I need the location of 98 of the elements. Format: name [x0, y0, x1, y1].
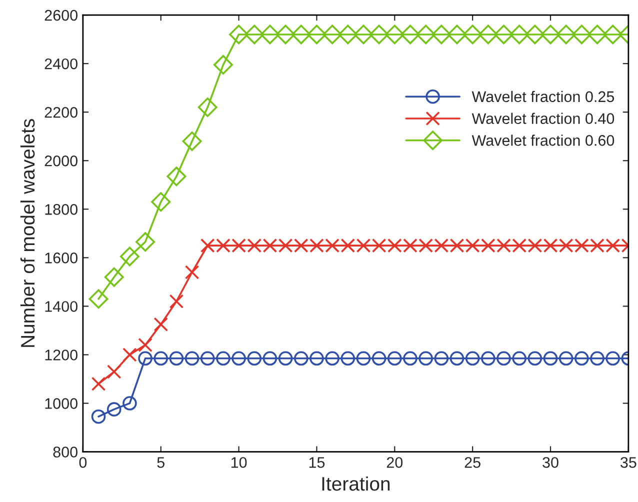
point	[138, 351, 152, 366]
point	[182, 131, 202, 151]
x-tick-label: 10	[231, 457, 247, 468]
y-tick-label: 1200	[45, 350, 78, 360]
point	[244, 24, 264, 44]
x-tick-label: 15	[309, 457, 325, 468]
point	[136, 232, 156, 252]
y-tick-label: 2600	[44, 10, 78, 21]
point	[338, 24, 358, 44]
point	[169, 294, 184, 309]
point	[496, 351, 511, 366]
point	[104, 267, 124, 287]
x-tick-label: 30	[542, 457, 558, 468]
point	[122, 348, 137, 362]
point	[450, 351, 464, 366]
point	[200, 351, 215, 366]
y-tick-label: 2000	[44, 156, 78, 166]
point	[525, 24, 545, 44]
point	[494, 24, 514, 44]
point	[278, 351, 293, 366]
point	[216, 351, 230, 366]
point	[572, 24, 592, 44]
point	[120, 246, 140, 266]
point	[232, 351, 246, 366]
point	[184, 265, 200, 280]
point	[310, 351, 324, 366]
point	[276, 24, 296, 44]
point	[556, 24, 576, 44]
point	[447, 24, 467, 44]
y-tick-label: 1000	[45, 398, 78, 409]
legend-label: Wavelet fraction 0.60	[472, 134, 614, 146]
point	[481, 351, 496, 366]
x-tick-label: 20	[386, 457, 403, 468]
point	[590, 351, 604, 366]
point	[558, 351, 574, 366]
point	[603, 24, 623, 44]
point	[340, 351, 356, 366]
y-tick-label: 1800	[45, 204, 78, 215]
point	[154, 351, 168, 366]
point	[151, 192, 171, 212]
point	[260, 24, 280, 44]
point	[294, 351, 308, 366]
x-tick-label: 35	[620, 457, 636, 468]
point	[169, 351, 184, 366]
point	[356, 351, 371, 366]
point	[247, 351, 262, 366]
point	[138, 338, 152, 352]
point	[106, 364, 122, 379]
y-tick-label: 800	[53, 446, 78, 458]
point	[434, 351, 449, 366]
point	[540, 24, 560, 44]
point	[403, 351, 418, 366]
point	[528, 351, 542, 366]
point	[588, 24, 608, 44]
point	[306, 24, 326, 44]
point	[354, 24, 374, 44]
point	[478, 24, 498, 44]
point	[384, 24, 404, 44]
point	[512, 351, 526, 366]
y-tick-label: 1600	[45, 252, 78, 264]
point	[418, 351, 433, 366]
point	[198, 98, 218, 118]
point	[106, 402, 122, 416]
point	[91, 409, 106, 424]
point	[543, 351, 558, 366]
point	[122, 396, 137, 410]
point	[462, 24, 482, 44]
point	[91, 376, 106, 392]
point	[213, 55, 233, 75]
x-tick-label: 5	[157, 457, 164, 468]
point	[154, 317, 168, 332]
point	[322, 24, 342, 44]
point	[262, 351, 278, 366]
point	[416, 24, 436, 44]
point	[510, 24, 530, 44]
point	[372, 351, 386, 366]
point	[88, 289, 108, 309]
y-tick-label: 2200	[44, 106, 78, 118]
point	[369, 24, 389, 44]
point	[387, 351, 402, 366]
point	[606, 351, 620, 366]
point	[400, 24, 420, 44]
legend-label: Wavelet fraction 0.40	[472, 112, 614, 124]
x-tick-label: 0	[79, 457, 87, 468]
y-axis-title: Number of model wavelets	[20, 119, 35, 347]
point	[166, 166, 186, 186]
y-tick-label: 1400	[45, 301, 78, 312]
point	[574, 351, 589, 366]
x-axis-title: Iteration	[322, 476, 390, 491]
point	[325, 351, 340, 366]
point	[184, 351, 200, 366]
point	[291, 24, 311, 44]
y-tick-label: 2400	[44, 58, 78, 70]
point	[465, 351, 480, 366]
point	[432, 24, 452, 44]
point	[229, 24, 249, 44]
x-tick-label: 25	[464, 457, 480, 468]
legend-label: Wavelet fraction 0.25	[472, 90, 614, 102]
